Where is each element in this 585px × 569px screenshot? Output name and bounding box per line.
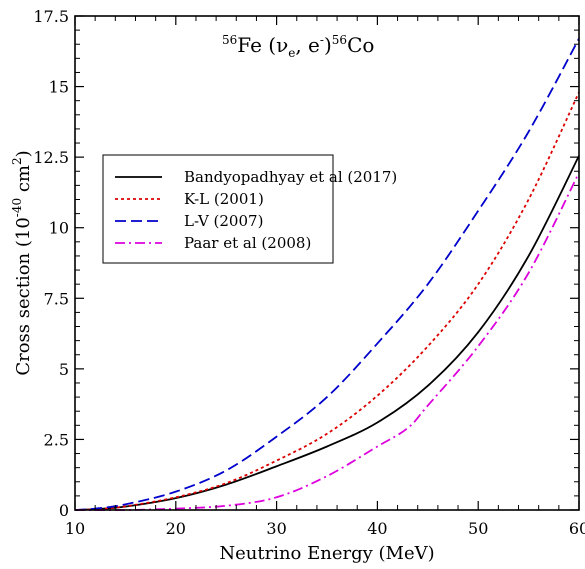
x-tick-label: 10 — [65, 519, 85, 538]
y-label-exp: -40 — [10, 198, 24, 217]
title-nu: ν — [276, 33, 288, 57]
y-label-unit: cm — [13, 165, 34, 198]
series-line-l-v — [75, 39, 579, 510]
x-tick-label: 30 — [266, 519, 286, 538]
y-tick-label: 2.5 — [44, 430, 69, 449]
title-element1: Fe ( — [237, 33, 276, 57]
x-axis-label: Neutrino Energy (MeV) — [219, 543, 434, 564]
y-label-main: Cross section (10 — [13, 217, 34, 375]
x-tick-label: 60 — [569, 519, 585, 538]
title-iso2: 56 — [332, 33, 347, 47]
y-tick-label: 10 — [49, 219, 69, 238]
y-tick-label: 0 — [59, 501, 69, 520]
y-label-unit-exp: 2 — [10, 157, 24, 165]
legend-label-l-v: L-V (2007) — [184, 212, 263, 230]
x-tick-label: 40 — [367, 519, 387, 538]
y-tick-label: 7.5 — [44, 289, 69, 308]
legend: Bandyopadhyay et al (2017) K-L (2001) L-V … — [103, 155, 397, 263]
x-tick-label: 50 — [468, 519, 488, 538]
title-nu-sub: e — [288, 46, 295, 60]
axis-ticks: 10 20 30 40 50 60 0 2.5 5 7.5 10 12.5 15 17.5 — [33, 7, 585, 538]
chart-title: 56Fe (νe, e-)56Co — [222, 33, 374, 60]
legend-label-paar: Paar et al (2008) — [184, 234, 311, 252]
y-tick-label: 15 — [49, 78, 69, 97]
title-iso1: 56 — [222, 33, 237, 47]
plot-layer — [75, 39, 579, 511]
title-element2: Co — [347, 33, 374, 57]
x-tick-label: 20 — [166, 519, 186, 538]
title-mid: , e — [295, 33, 320, 57]
y-tick-label: 12.5 — [33, 148, 69, 167]
y-label-close: ) — [13, 150, 34, 157]
y-tick-label: 17.5 — [33, 7, 69, 26]
title-close: ) — [324, 33, 332, 57]
legend-label-k-l: K-L (2001) — [184, 190, 264, 208]
y-tick-label: 5 — [59, 360, 69, 379]
legend-label-bandyopadhyay: Bandyopadhyay et al (2017) — [184, 168, 397, 186]
y-axis-label: Cross section (10-40 cm2) — [10, 150, 34, 375]
